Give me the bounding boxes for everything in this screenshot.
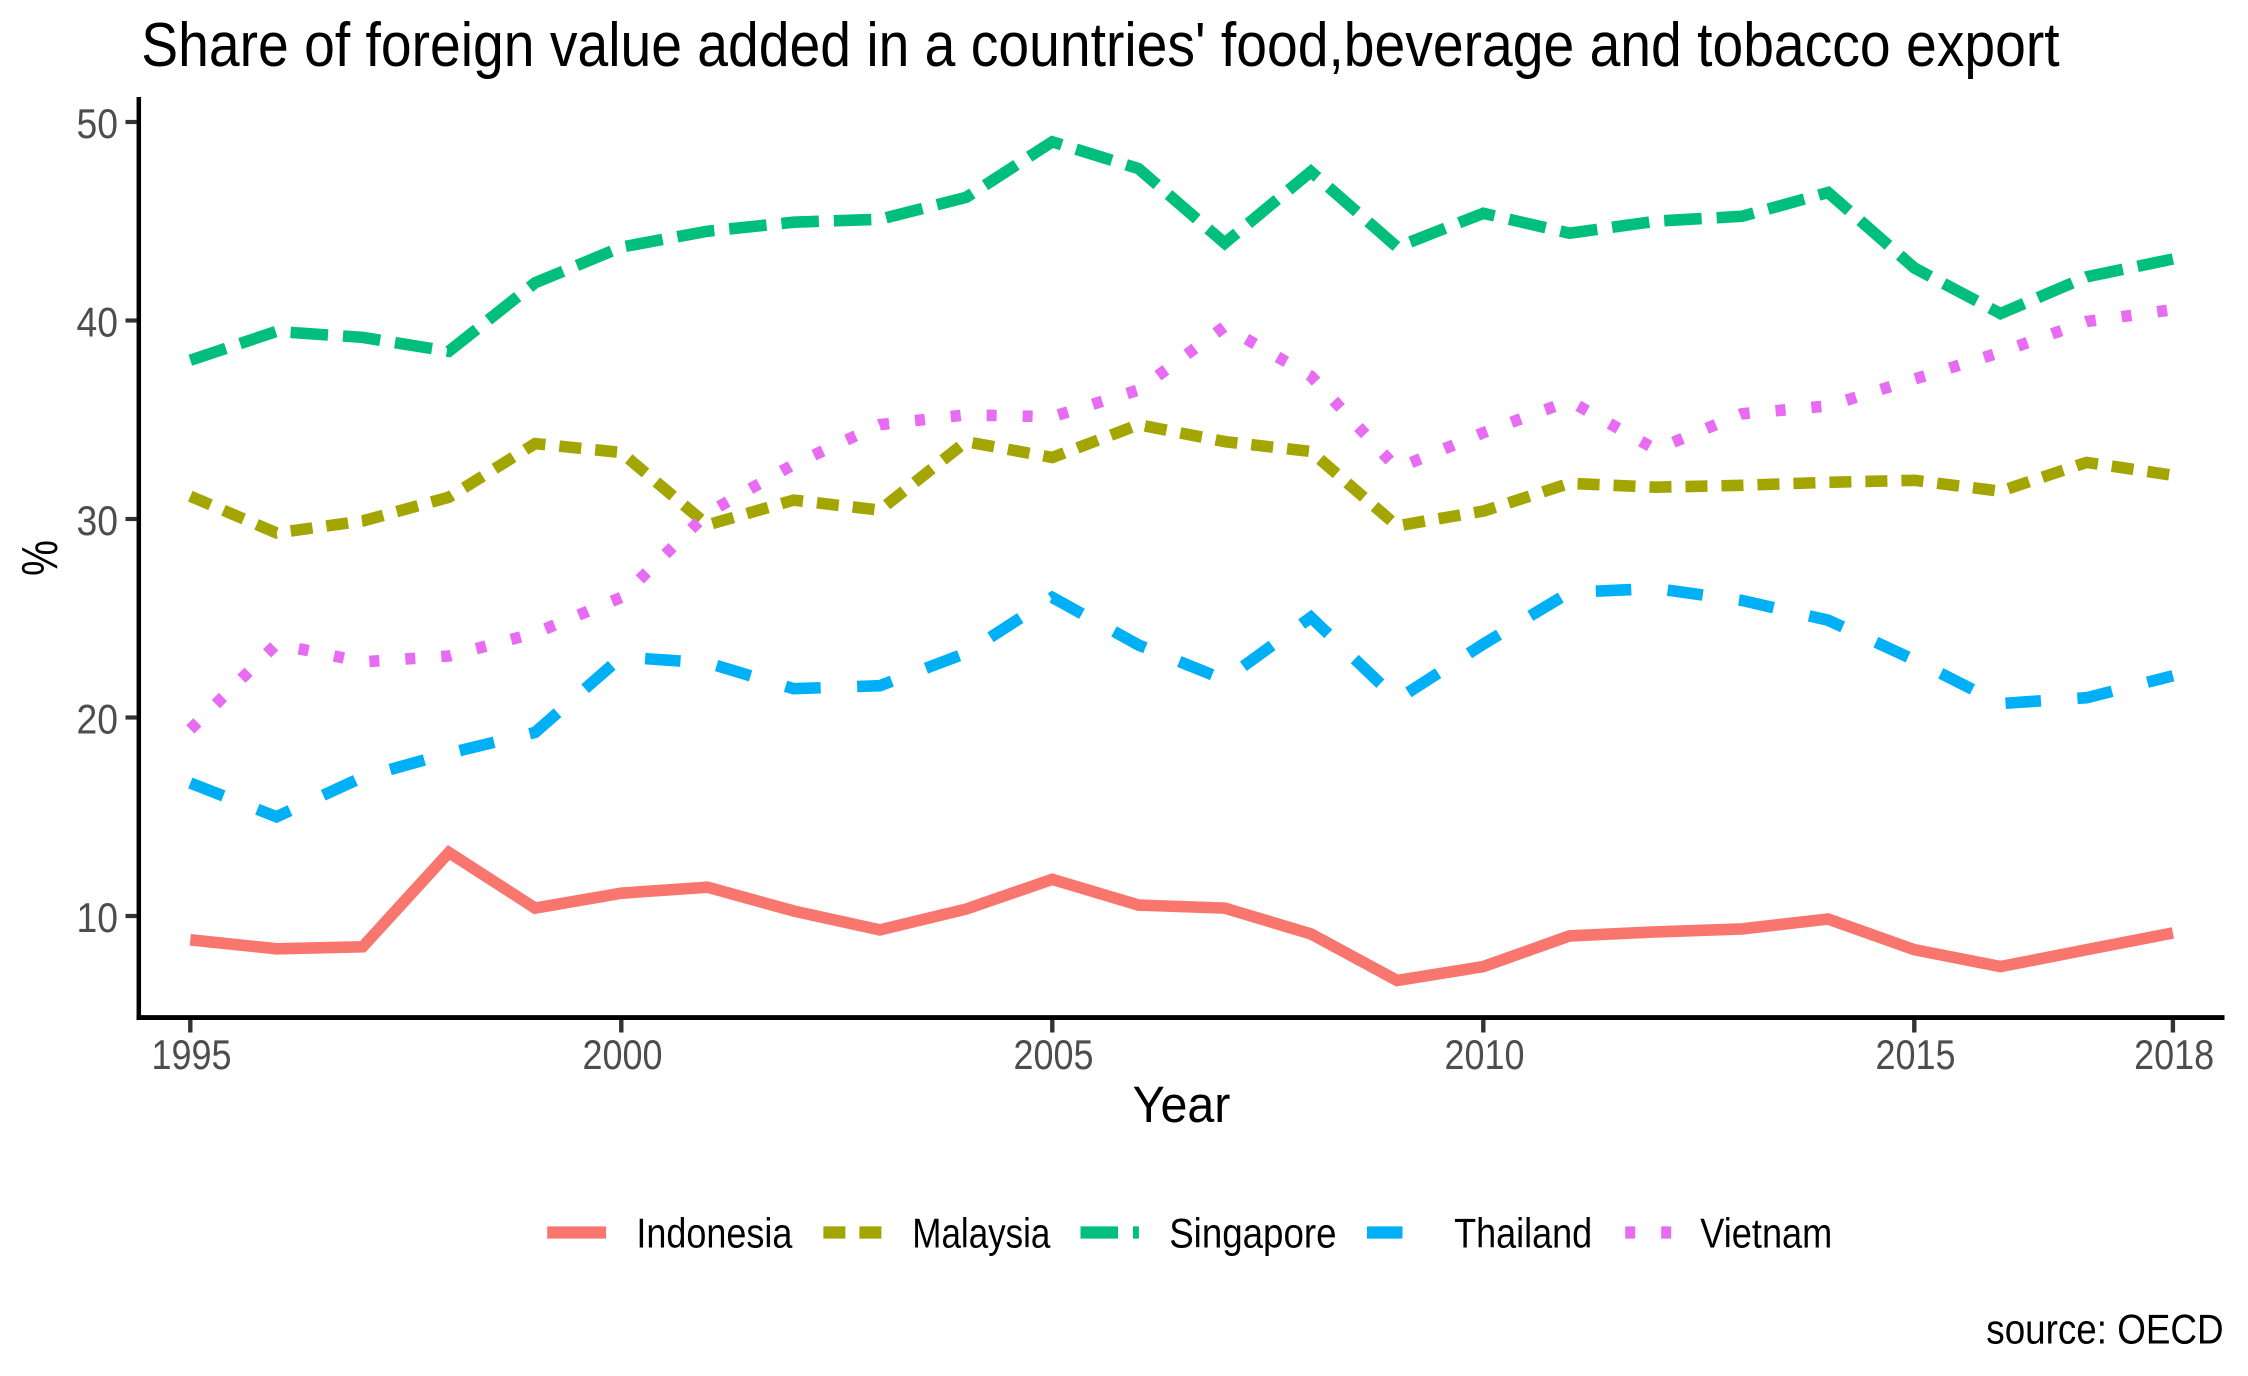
svg-text:%: % (11, 540, 68, 576)
svg-text:source: OECD: source: OECD (1986, 1306, 2223, 1353)
svg-text:30: 30 (77, 497, 119, 544)
svg-text:Indonesia: Indonesia (636, 1210, 793, 1257)
svg-text:2010: 2010 (1445, 1031, 1525, 1078)
svg-text:50: 50 (77, 100, 119, 147)
svg-text:40: 40 (77, 298, 119, 345)
svg-text:20: 20 (77, 695, 119, 742)
svg-text:Singapore: Singapore (1169, 1210, 1336, 1257)
svg-text:2018: 2018 (2134, 1031, 2214, 1078)
svg-text:Share of foreign value added i: Share of foreign value added in a countr… (141, 11, 2059, 80)
svg-text:2000: 2000 (583, 1031, 663, 1078)
svg-text:10: 10 (77, 894, 119, 941)
svg-text:1995: 1995 (152, 1031, 232, 1078)
svg-text:Thailand: Thailand (1454, 1210, 1592, 1257)
svg-text:2015: 2015 (1876, 1031, 1956, 1078)
svg-text:Malaysia: Malaysia (912, 1210, 1051, 1257)
svg-text:Year: Year (1133, 1076, 1231, 1133)
svg-text:2005: 2005 (1014, 1031, 1094, 1078)
svg-text:Vietnam: Vietnam (1700, 1210, 1832, 1257)
